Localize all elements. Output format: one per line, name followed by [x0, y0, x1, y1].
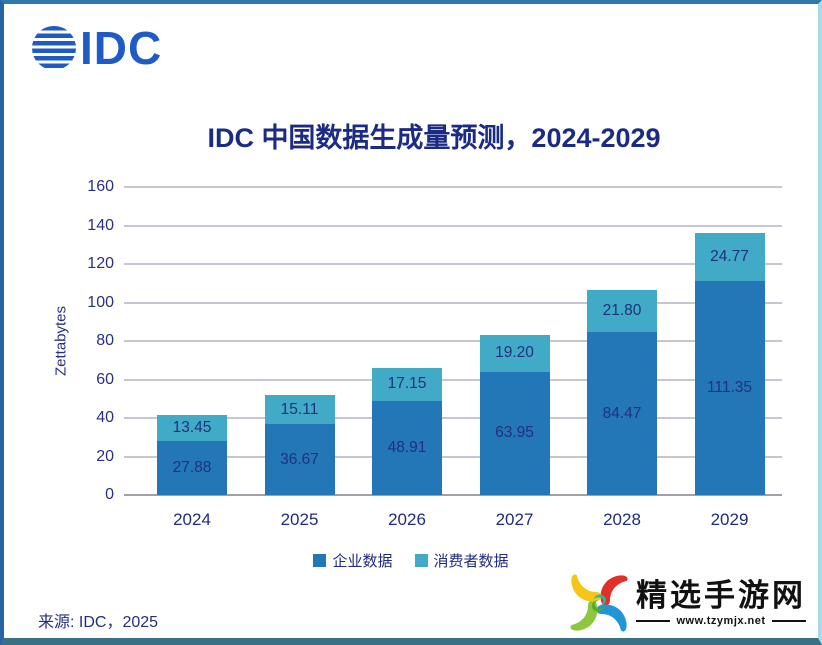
bar-value-label: 17.15 [387, 375, 427, 393]
idc-logo: IDC [32, 22, 163, 74]
y-tick-label: 100 [87, 293, 114, 311]
bar-value-label: 19.20 [495, 344, 534, 362]
watermark-site-url: www.tzymjx.net [676, 615, 766, 627]
x-tick-label: 2026 [388, 510, 426, 529]
gridline [124, 263, 782, 265]
bar-value-label: 63.95 [495, 424, 534, 442]
legend-label: 消费者数据 [433, 553, 509, 570]
site-watermark: 精选手游网 www.tzymjx.net [566, 570, 807, 636]
bar-value-label: 24.77 [710, 247, 749, 265]
bar-value-label: 111.35 [706, 378, 753, 396]
idc-logo-text: IDC [80, 22, 163, 74]
gridline [124, 378, 782, 381]
y-tick-label: 40 [96, 409, 114, 426]
bar-segment-消费者数据: 17.15 [372, 367, 442, 401]
x-axis-line [124, 494, 782, 496]
bar-value-label: 48.91 [387, 438, 427, 456]
watermark-dash-right [771, 620, 807, 622]
gridline [124, 224, 782, 227]
gridline [124, 340, 782, 342]
y-tick-label: 80 [96, 332, 114, 349]
y-tick-label: 20 [96, 447, 114, 465]
bar-segment-消费者数据: 15.11 [264, 395, 335, 425]
watermark-dash-left [636, 620, 671, 622]
bar-segment-消费者数据: 21.80 [587, 290, 657, 333]
idc-globe-icon [32, 26, 76, 70]
bar-value-label: 27.88 [172, 459, 212, 477]
y-tick-label: 160 [87, 178, 114, 195]
bar-value-label: 36.67 [280, 450, 319, 468]
bar-segment-消费者数据: 13.45 [157, 415, 227, 442]
y-axis-title: Zettabytes [52, 305, 70, 377]
x-tick-label: 2024 [173, 510, 211, 529]
bar-segment-消费者数据: 19.20 [479, 334, 550, 372]
bar-segment-企业数据: 63.95 [479, 371, 550, 495]
gridline [124, 301, 782, 304]
y-tick-label: 60 [96, 370, 114, 388]
x-tick-label: 2028 [603, 510, 641, 529]
bar-value-label: 15.11 [280, 400, 319, 418]
bar-value-label: 21.80 [602, 302, 642, 320]
source-note: 来源: IDC，2025 [38, 614, 159, 631]
bar-value-label: 13.45 [172, 419, 212, 437]
y-tick-label: 120 [87, 255, 114, 272]
bar-value-label: 84.47 [602, 404, 642, 422]
chart-title: IDC 中国数据生成量预测，2024-2029 [207, 123, 661, 153]
x-tick-label: 2029 [710, 510, 749, 529]
bar-segment-企业数据: 111.35 [694, 280, 765, 495]
legend-label: 企业数据 [332, 553, 393, 570]
bar-segment-企业数据: 48.91 [372, 400, 442, 495]
legend-swatch-icon [313, 554, 327, 567]
gridline [124, 186, 782, 188]
y-tick-label: 140 [87, 216, 114, 234]
watermark-site-name: 精选手游网 [636, 578, 806, 613]
gridline [124, 455, 782, 458]
pinwheel-logo-icon [570, 574, 628, 632]
bar-segment-企业数据: 36.67 [264, 424, 335, 495]
legend-item: 企业数据 [313, 550, 393, 571]
y-tick-label: 0 [105, 486, 114, 503]
x-tick-label: 2025 [280, 510, 319, 529]
bar-segment-消费者数据: 24.77 [694, 232, 765, 281]
chart-legend: 企业数据 消费者数据 [4, 550, 818, 571]
x-tick-label: 2027 [495, 510, 534, 529]
gridline [124, 417, 782, 419]
bar-segment-企业数据: 27.88 [157, 441, 227, 495]
legend-swatch-icon [414, 554, 428, 567]
legend-item: 消费者数据 [414, 550, 509, 571]
bar-segment-企业数据: 84.47 [587, 332, 657, 495]
